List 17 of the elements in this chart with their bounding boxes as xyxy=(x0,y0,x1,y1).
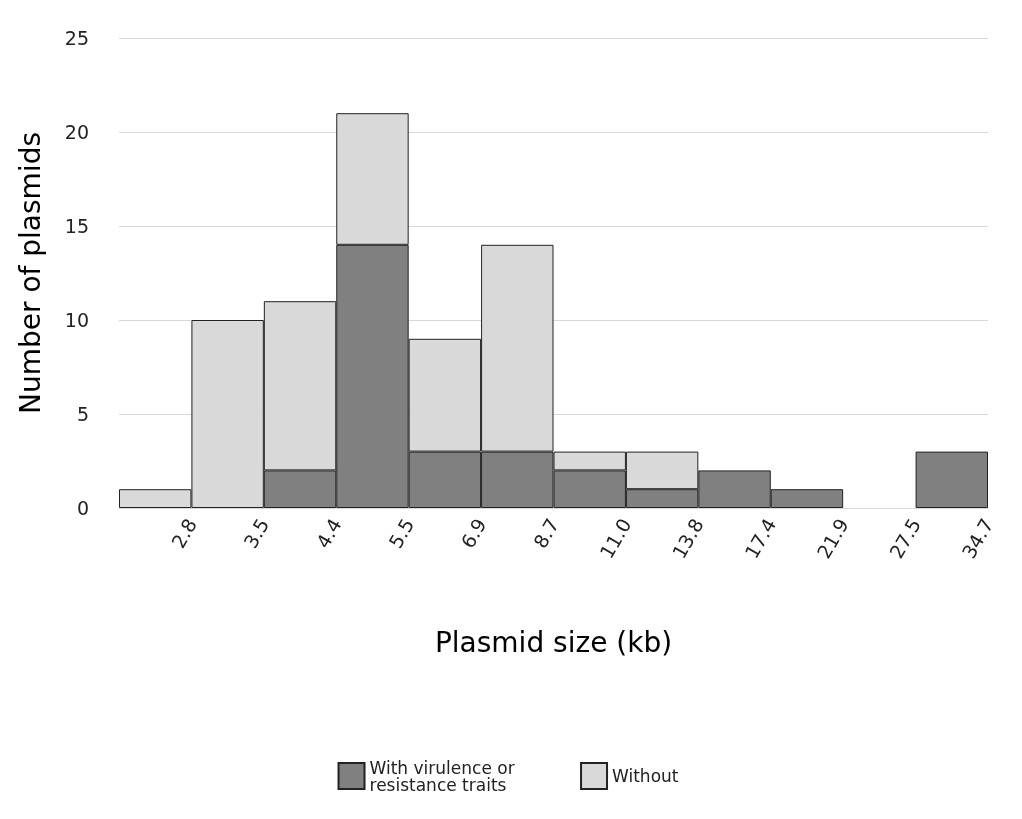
y-tick-label: 0 xyxy=(76,497,89,519)
legend-label: Without xyxy=(612,766,679,786)
x-tick-label: 8.7 xyxy=(528,514,564,552)
y-tick-label: 15 xyxy=(64,215,89,237)
x-tick-label: 4.4 xyxy=(311,514,346,552)
x-tick-label: 6.9 xyxy=(456,514,491,552)
legend-label: With virulence or resistance traits xyxy=(369,757,521,795)
x-tick-label: 2.8 xyxy=(166,514,201,552)
x-tick-label: 3.5 xyxy=(239,514,274,552)
bar xyxy=(915,451,988,508)
y-tick-label: 25 xyxy=(64,27,89,49)
y-axis-title: Number of plasmids xyxy=(13,132,47,414)
x-axis-title: Plasmid size (kb) xyxy=(434,625,673,659)
y-tick-label: 20 xyxy=(64,121,89,143)
x-tick-label: 5.5 xyxy=(384,514,419,552)
y-tick-label: 5 xyxy=(76,403,89,425)
y-tick-label: 10 xyxy=(64,309,89,331)
